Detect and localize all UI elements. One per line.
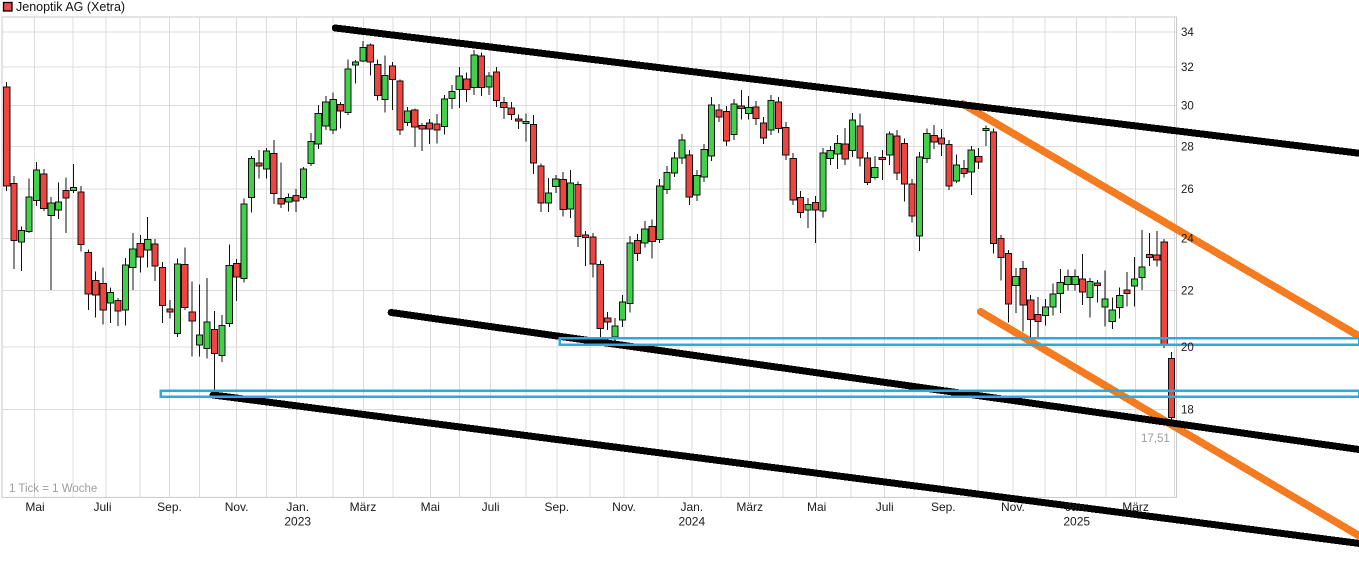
svg-text:28: 28	[1181, 142, 1194, 154]
svg-text:Jan.: Jan.	[680, 500, 703, 514]
svg-text:17,51: 17,51	[1141, 433, 1170, 445]
svg-text:Nov.: Nov.	[1001, 500, 1025, 514]
svg-text:Mai: Mai	[421, 500, 440, 514]
svg-text:März: März	[1122, 500, 1149, 514]
svg-text:Nov.: Nov.	[612, 500, 636, 514]
svg-text:März: März	[350, 500, 377, 514]
svg-text:32: 32	[1181, 62, 1194, 74]
svg-text:März: März	[736, 500, 763, 514]
svg-text:Juli: Juli	[482, 500, 500, 514]
svg-text:Jan.: Jan.	[1065, 500, 1088, 514]
svg-text:22: 22	[1181, 285, 1194, 297]
svg-text:Sep.: Sep.	[544, 500, 569, 514]
svg-text:Sep.: Sep.	[157, 500, 182, 514]
svg-text:1 Tick = 1 Woche: 1 Tick = 1 Woche	[9, 483, 97, 495]
svg-text:20: 20	[1181, 342, 1194, 354]
svg-text:Sep.: Sep.	[931, 500, 956, 514]
svg-text:Mai: Mai	[25, 500, 44, 514]
svg-text:2025: 2025	[1063, 515, 1090, 529]
svg-text:2023: 2023	[284, 515, 311, 529]
svg-text:Mai: Mai	[807, 500, 826, 514]
svg-text:Nov.: Nov.	[225, 500, 249, 514]
svg-text:2024: 2024	[678, 515, 705, 529]
svg-text:24: 24	[1181, 234, 1194, 246]
svg-text:Jenoptik AG (Xetra): Jenoptik AG (Xetra)	[16, 0, 125, 14]
svg-text:30: 30	[1181, 100, 1194, 112]
svg-text:18: 18	[1181, 404, 1194, 416]
svg-text:26: 26	[1181, 184, 1194, 196]
svg-text:Jan.: Jan.	[286, 500, 309, 514]
svg-text:Juli: Juli	[93, 500, 111, 514]
svg-text:Juli: Juli	[876, 500, 894, 514]
svg-text:34: 34	[1181, 27, 1194, 39]
